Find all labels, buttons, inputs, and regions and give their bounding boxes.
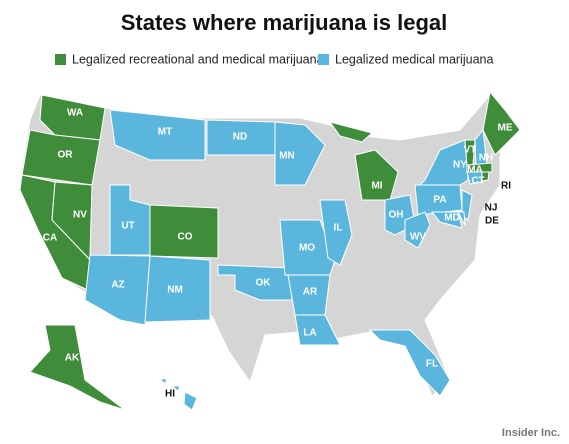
state (404, 211, 431, 249)
state (466, 162, 493, 173)
state (274, 121, 326, 186)
state-label: MN (279, 151, 295, 162)
state (430, 211, 463, 229)
state-label: NM (167, 285, 183, 296)
state (418, 139, 469, 186)
state-label: LA (303, 328, 316, 339)
state-labels: WA OR CA NV AK HI MT ND MN UT CO AZ NM OK MO AR LA IL MI OH… (43, 108, 513, 400)
state (183, 391, 198, 411)
state-label: NJ (485, 203, 498, 214)
state-label: CT (471, 176, 484, 187)
state (354, 149, 399, 201)
state-label: VT (464, 145, 477, 156)
state-label: AR (303, 287, 318, 298)
state (21, 129, 101, 186)
state-label: PA (433, 195, 446, 206)
state-label: NH (479, 153, 493, 164)
state-label: WV (410, 232, 426, 243)
state (481, 171, 490, 182)
state (457, 211, 466, 226)
state-label: UT (121, 221, 134, 232)
state-label: RI (501, 181, 511, 192)
state-label: CO (178, 232, 193, 243)
state-label: IL (334, 223, 343, 234)
state-label: NY (453, 160, 467, 171)
legend-label: Legalized recreational and medical marij… (72, 52, 324, 66)
state (29, 324, 126, 411)
state (144, 255, 211, 323)
states (19, 90, 521, 411)
state (109, 109, 206, 161)
state (170, 385, 181, 392)
state-label: OH (389, 210, 404, 221)
state (294, 314, 341, 346)
legend-label: Legalized medical marijuana (335, 52, 493, 66)
state-label: MO (299, 243, 315, 254)
state (328, 121, 374, 143)
state-label: MD (444, 213, 460, 224)
state-label: MI (371, 181, 382, 192)
state (482, 90, 521, 156)
state (279, 219, 336, 276)
state (84, 254, 151, 326)
state (319, 199, 353, 266)
legend: Legalized recreational and medical marij… (55, 52, 493, 66)
state-label: OK (256, 278, 272, 289)
state (158, 377, 167, 385)
legend-swatch (55, 54, 66, 65)
state-label: ME (498, 123, 513, 134)
state-label: OR (58, 150, 74, 161)
state-label: DE (485, 216, 499, 227)
state (368, 329, 451, 397)
legend-swatch (318, 54, 329, 65)
state-label: HI (165, 389, 175, 400)
state-label: NV (73, 210, 87, 221)
state-label: WA (67, 108, 83, 119)
map-title: States where marijuana is legal (121, 10, 447, 35)
state-label: AZ (111, 280, 124, 291)
state (466, 171, 483, 185)
state-label: ND (233, 132, 247, 143)
state-label: MA (467, 165, 483, 176)
state-label: MT (158, 127, 172, 138)
state-label: AK (65, 353, 80, 364)
state-label: CA (43, 233, 57, 244)
state-label: FL (426, 359, 438, 370)
state (149, 204, 219, 259)
credit: Insider Inc. (502, 427, 560, 439)
